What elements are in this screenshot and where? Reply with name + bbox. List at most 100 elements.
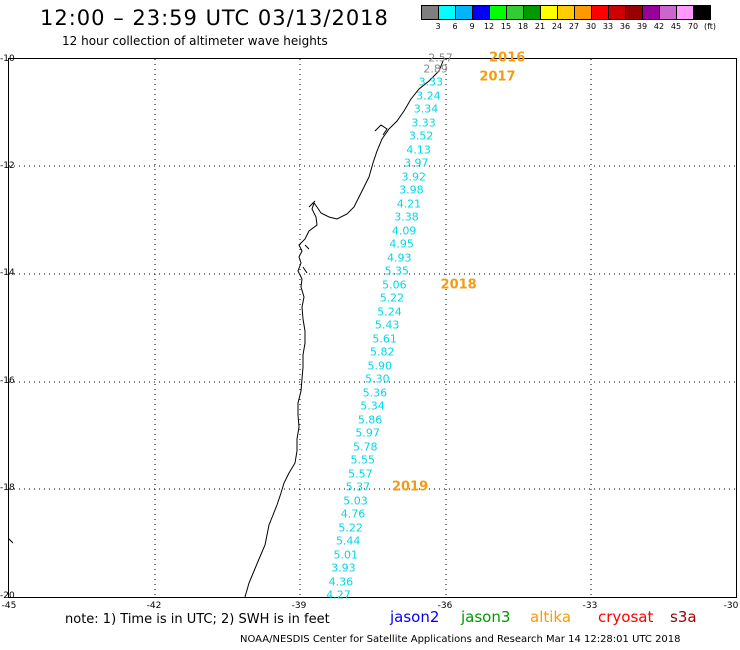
wave-height-value: 5.78 <box>352 440 378 454</box>
year-label: 2018 <box>440 277 477 293</box>
wave-height-value: 3.24 <box>416 89 441 103</box>
wave-height-value: 4.93 <box>386 251 412 265</box>
footer-note: note: 1) Time is in UTC; 2) SWH is in fe… <box>65 612 330 627</box>
wave-height-value: 5.61 <box>372 332 397 346</box>
wave-height-value: 5.35 <box>384 264 410 278</box>
lat-tick: -10 <box>0 54 15 64</box>
wave-height-value: 5.36 <box>362 386 388 400</box>
wave-height-value: 4.09 <box>391 224 417 238</box>
wave-height-value: 5.86 <box>357 413 383 427</box>
wave-height-value: 4.95 <box>389 237 414 251</box>
color-swatch <box>472 5 490 20</box>
color-legend-label: 15 <box>500 22 512 31</box>
map-subtitle: 12 hour collection of altimeter wave hei… <box>62 34 328 48</box>
wave-height-value: 5.30 <box>365 372 390 386</box>
wave-height-value: 3.98 <box>399 183 424 197</box>
wave-height-value: 4.13 <box>406 143 431 157</box>
color-swatch <box>608 5 626 20</box>
color-legend-label: 3 <box>435 22 441 31</box>
map-frame <box>8 58 737 598</box>
wave-height-value: 5.03 <box>343 494 368 508</box>
wave-height-value: 5.22 <box>379 291 405 305</box>
color-legend-label: (ft) <box>703 22 717 31</box>
lat-tick: -16 <box>0 376 15 386</box>
lat-tick: -18 <box>0 483 15 493</box>
color-swatch <box>540 5 558 20</box>
color-legend-label: 27 <box>568 22 580 31</box>
coastline <box>244 60 444 597</box>
color-legend-label: 42 <box>653 22 665 31</box>
color-swatch <box>591 5 609 20</box>
island-marks <box>9 124 388 544</box>
color-legend-label: 36 <box>619 22 631 31</box>
lon-tick: -33 <box>582 601 598 611</box>
wave-height-value: 4.21 <box>396 197 422 211</box>
wave-height-value: 3.33 <box>411 116 436 130</box>
year-label: 2016 <box>489 50 526 66</box>
wave-height-value: 3.34 <box>413 102 439 116</box>
wave-height-value: 5.44 <box>335 534 361 548</box>
color-swatch <box>557 5 575 20</box>
color-legend-label: 24 <box>551 22 563 31</box>
wave-height-value: 5.37 <box>345 480 371 494</box>
color-legend-label: 39 <box>636 22 648 31</box>
color-legend-label: 18 <box>517 22 529 31</box>
wave-height-value: 5.01 <box>333 548 359 562</box>
color-swatch <box>659 5 677 20</box>
wave-height-value: 3.97 <box>403 156 429 170</box>
lat-tick: -20 <box>0 591 15 601</box>
wave-height-value: 5.34 <box>360 399 385 413</box>
satellite-jason3: jason3 <box>461 608 511 626</box>
map-title: 12:00 – 23:59 UTC 03/13/2018 <box>40 6 389 30</box>
lon-tick: -30 <box>723 601 739 611</box>
wave-height-value: 5.43 <box>374 318 400 332</box>
color-swatch <box>574 5 592 20</box>
color-legend-label: 70 <box>687 22 699 31</box>
wave-height-value: 5.22 <box>338 521 363 535</box>
wave-height-value: 5.55 <box>350 453 376 467</box>
color-swatch <box>438 5 456 20</box>
lon-tick: -39 <box>291 601 307 611</box>
wave-height-value: 5.06 <box>382 278 407 292</box>
color-swatch <box>693 5 711 20</box>
color-swatch <box>421 5 439 20</box>
lat-tick: -12 <box>0 161 15 171</box>
wave-height-value: 2.89 <box>423 62 448 76</box>
wave-height-value: 3.38 <box>394 210 419 224</box>
lat-tick: -14 <box>0 268 15 278</box>
color-legend-label: 12 <box>483 22 495 31</box>
wave-height-value: 2.57 <box>428 51 453 65</box>
satellite-s3a: s3a <box>670 608 697 626</box>
wave-height-value: 5.57 <box>348 467 373 481</box>
wave-height-value: 3.93 <box>331 561 356 575</box>
color-legend-label: 21 <box>534 22 546 31</box>
wave-height-value: 4.27 <box>326 588 351 602</box>
wave-height-value: 3.33 <box>418 75 444 89</box>
color-swatch <box>625 5 643 20</box>
color-legend-label: 6 <box>452 22 458 31</box>
color-swatch <box>642 5 660 20</box>
color-legend-label: 30 <box>585 22 597 31</box>
year-label: 2019 <box>391 479 429 495</box>
wave-height-value: 4.76 <box>340 507 366 521</box>
wave-height-value: 5.90 <box>367 359 393 373</box>
wave-height-value: 3.92 <box>401 170 427 184</box>
lon-tick: -45 <box>1 601 17 611</box>
wave-height-value: 3.52 <box>408 129 434 143</box>
color-swatch <box>489 5 507 20</box>
color-swatch <box>523 5 541 20</box>
satellite-jason2: jason2 <box>390 608 440 626</box>
grid-lines <box>9 59 736 597</box>
color-legend-label: 33 <box>602 22 614 31</box>
lon-tick: -36 <box>437 601 453 611</box>
wave-height-value: 5.82 <box>369 345 395 359</box>
wave-height-value: 4.36 <box>328 575 354 589</box>
wave-height-value: 5.97 <box>355 426 380 440</box>
credit-line: NOAA/NESDIS Center for Satellite Applica… <box>240 634 681 645</box>
lon-tick: -42 <box>146 601 162 611</box>
color-legend-label: 45 <box>670 22 682 31</box>
color-swatch <box>506 5 524 20</box>
color-legend-label: 9 <box>469 22 475 31</box>
year-label: 2017 <box>479 69 516 85</box>
color-legend <box>421 5 711 20</box>
